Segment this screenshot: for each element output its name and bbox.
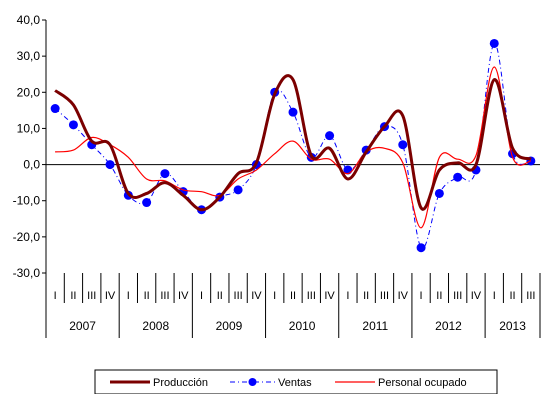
ventas-point: [233, 185, 243, 195]
quarter-label: I: [420, 290, 423, 302]
quarter-label: III: [234, 290, 243, 302]
quarter-label: I: [200, 290, 203, 302]
year-label: 2008: [142, 319, 169, 333]
quarter-label: IV: [178, 290, 189, 302]
quarter-label: I: [54, 290, 57, 302]
quarter-label: I: [346, 290, 349, 302]
ventas-point: [160, 169, 170, 179]
legend: Producción Ventas Personal ocupado: [94, 369, 498, 394]
ventas-point: [489, 38, 499, 48]
ventas-point: [50, 104, 60, 114]
ventas-point: [68, 120, 78, 130]
year-label: 2009: [216, 319, 243, 333]
quarter-label: II: [70, 290, 76, 302]
quarter-label: IV: [471, 290, 482, 302]
legend-marker: [248, 378, 257, 386]
y-tick-label: -20,0: [13, 230, 41, 244]
year-label: 2011: [362, 319, 388, 333]
quarter-label: IV: [324, 290, 335, 302]
quarter-label: II: [290, 290, 296, 302]
quarter-label: III: [526, 290, 535, 302]
quarter-label: IV: [105, 290, 116, 302]
quarter-label: II: [363, 290, 369, 302]
quarter-label: III: [380, 290, 389, 302]
series-line-produccion: [54, 74, 532, 212]
year-label: 2012: [435, 319, 462, 333]
y-tick-label: 20,0: [17, 85, 41, 99]
series-layer: [50, 38, 536, 253]
ventas-point: [453, 172, 463, 182]
y-tick-label: 0,0: [23, 158, 40, 172]
year-label: 2007: [69, 319, 96, 333]
legend-label: Ventas: [278, 377, 312, 389]
quarter-label: I: [273, 290, 276, 302]
quarter-label: IV: [398, 290, 409, 302]
quarter-label: IV: [251, 290, 262, 302]
quarter-label: I: [493, 290, 496, 302]
quarter-label: III: [453, 290, 462, 302]
axes: 40,030,020,010,00,0-10,0-20,0-30,0I II III…: [13, 13, 541, 338]
quarter-label: III: [307, 290, 316, 302]
ventas-point: [416, 243, 426, 253]
y-tick-label: 30,0: [17, 49, 41, 63]
y-tick-label: -10,0: [13, 194, 41, 208]
ventas-point: [325, 131, 335, 141]
ventas-point: [288, 107, 298, 117]
year-label: 2010: [289, 319, 316, 333]
ventas-point: [142, 198, 152, 208]
series-line-personal-ocupado: [55, 66, 532, 229]
quarter-label: II: [436, 290, 442, 302]
legend-box: [94, 369, 498, 394]
ventas-point: [105, 160, 115, 170]
quarter-label: II: [509, 290, 515, 302]
ventas-point: [434, 188, 444, 198]
quarter-label: II: [144, 290, 150, 302]
year-label: 2013: [499, 319, 526, 333]
quarter-label: II: [217, 290, 223, 302]
quarter-label: III: [160, 290, 169, 302]
quarter-label: I: [127, 290, 130, 302]
y-tick-label: 10,0: [17, 121, 41, 135]
ventas-point: [398, 140, 408, 150]
legend-label: Personal ocupado: [378, 377, 467, 389]
quarter-label: III: [87, 290, 96, 302]
y-tick-label: -30,0: [13, 266, 41, 280]
legend-label: Producción: [153, 377, 208, 389]
y-tick-label: 40,0: [17, 13, 41, 27]
